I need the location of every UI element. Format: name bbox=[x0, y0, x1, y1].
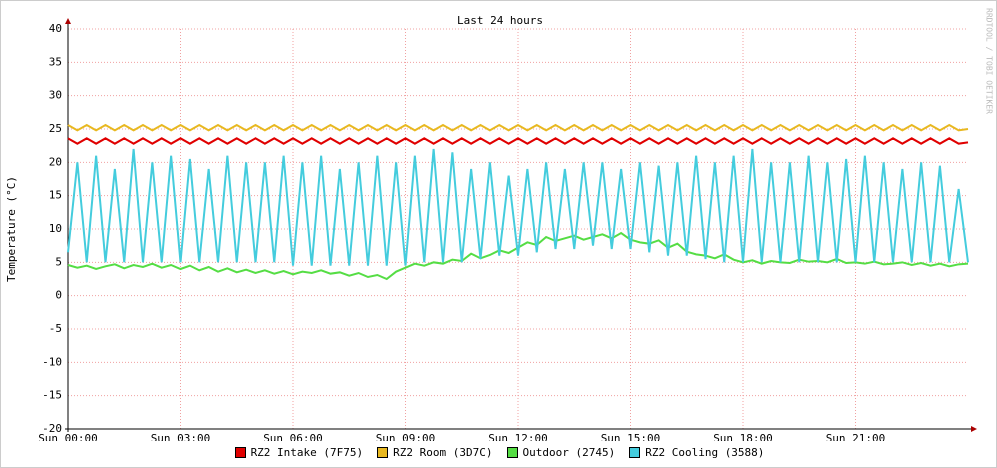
legend-swatch bbox=[629, 447, 641, 458]
chart: Last 24 hours Temperature (°C) RRDTOOL /… bbox=[5, 8, 994, 445]
axis-arrow bbox=[65, 18, 71, 24]
x-tick-label: Sun 12:00 bbox=[488, 432, 548, 441]
y-tick-label: 5 bbox=[55, 255, 62, 268]
legend-item: RZ2 Cooling (3588) bbox=[629, 446, 764, 459]
legend-label: RZ2 Cooling (3588) bbox=[645, 446, 765, 459]
y-tick-label: -20 bbox=[42, 422, 62, 435]
y-tick-label: 35 bbox=[49, 55, 62, 68]
y-tick-label: 30 bbox=[49, 89, 62, 102]
y-tick-label: -5 bbox=[49, 322, 62, 335]
y-tick-label: 20 bbox=[49, 155, 62, 168]
x-tick-label: Sun 15:00 bbox=[601, 432, 661, 441]
x-tick-label: Sun 06:00 bbox=[263, 432, 323, 441]
x-tick-label: Sun 18:00 bbox=[713, 432, 773, 441]
y-tick-label: 40 bbox=[49, 22, 62, 35]
y-tick-label: 15 bbox=[49, 189, 62, 202]
x-tick-label: Sun 00:00 bbox=[38, 432, 98, 441]
x-tick-label: Sun 21:00 bbox=[826, 432, 886, 441]
y-tick-label: 25 bbox=[49, 122, 62, 135]
legend-item: RZ2 Intake (7F75) bbox=[234, 446, 364, 459]
legend-item: Outdoor (2745) bbox=[506, 446, 616, 459]
legend-item: RZ2 Room (3D7C) bbox=[377, 446, 493, 459]
legend: RZ2 Intake (7F75) RZ2 Room (3D7C) Outdoor … bbox=[1, 446, 996, 459]
series-line bbox=[67, 148, 969, 266]
x-tick-label: Sun 03:00 bbox=[151, 432, 211, 441]
y-tick-label: 10 bbox=[49, 222, 62, 235]
y-tick-label: 0 bbox=[55, 289, 62, 302]
watermark: RRDTOOL / TOBI OETIKER bbox=[985, 8, 994, 114]
axis-arrow bbox=[971, 426, 977, 432]
series-line bbox=[67, 123, 969, 132]
x-tick-label: Sun 09:00 bbox=[376, 432, 436, 441]
legend-label: RZ2 Intake (7F75) bbox=[250, 446, 364, 459]
legend-label: Outdoor (2745) bbox=[522, 446, 616, 459]
legend-swatch bbox=[234, 447, 246, 458]
y-axis-label: Temperature (°C) bbox=[5, 176, 18, 282]
legend-swatch bbox=[377, 447, 389, 458]
chart-title: Last 24 hours bbox=[457, 14, 543, 27]
legend-label: RZ2 Room (3D7C) bbox=[393, 446, 493, 459]
series-line bbox=[67, 137, 969, 145]
y-tick-label: -15 bbox=[42, 389, 62, 402]
y-tick-label: -10 bbox=[42, 355, 62, 368]
legend-swatch bbox=[506, 447, 518, 458]
